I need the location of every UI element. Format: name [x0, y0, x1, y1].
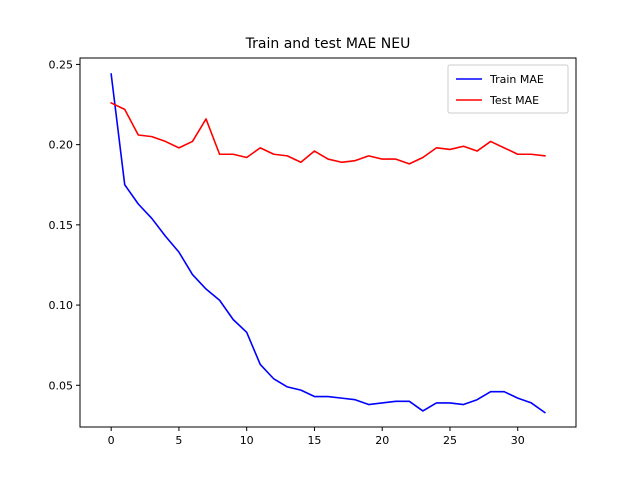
y-tick-label: 0.20: [49, 139, 74, 152]
legend-label-1: Test MAE: [489, 94, 539, 107]
y-tick-label: 0.10: [49, 299, 74, 312]
x-tick-label: 15: [307, 434, 321, 447]
chart-title: Train and test MAE NEU: [245, 36, 411, 52]
x-tick-label: 25: [443, 434, 457, 447]
series-line-0: [110, 73, 546, 414]
x-tick-label: 20: [375, 434, 389, 447]
y-tick-label: 0.15: [49, 219, 74, 232]
legend-box: [447, 64, 569, 114]
y-tick-label: 0.05: [49, 379, 74, 392]
x-tick-label: 5: [175, 434, 182, 447]
plot-frame: [79, 57, 577, 428]
x-tick-label: 30: [511, 434, 525, 447]
x-tick-label: 10: [240, 434, 254, 447]
y-tick-label: 0.25: [49, 58, 74, 71]
series-line-1: [110, 101, 546, 165]
legend-label-0: Train MAE: [489, 73, 544, 86]
axes: 0 5 10 15 20 25 30 0.05 0.10 0.15 0.20 0.25: [49, 57, 577, 447]
legend: Train MAE Test MAE: [447, 64, 569, 114]
x-tick-label: 0: [108, 434, 115, 447]
plot-area: [110, 73, 546, 414]
